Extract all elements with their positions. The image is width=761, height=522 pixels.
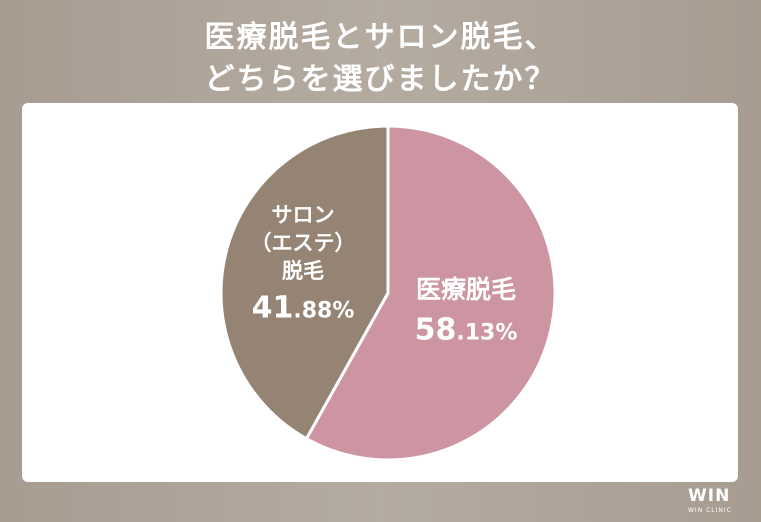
slice-label: サロン （エステ） 脱毛 [250, 203, 356, 283]
chart-title: 医療脱毛とサロン脱毛、 [204, 20, 557, 55]
slice-label: 医療脱毛 [415, 275, 517, 304]
pie-slice [304, 124, 557, 462]
pie-slice [219, 124, 390, 441]
logo: WIN [688, 486, 731, 506]
value-label: 41.88% [251, 290, 355, 326]
logo-sub: WIN CLINIC [688, 507, 732, 514]
value-label: 58.13% [414, 312, 518, 348]
chart-title: どちらを選びましたか？ [204, 62, 557, 97]
